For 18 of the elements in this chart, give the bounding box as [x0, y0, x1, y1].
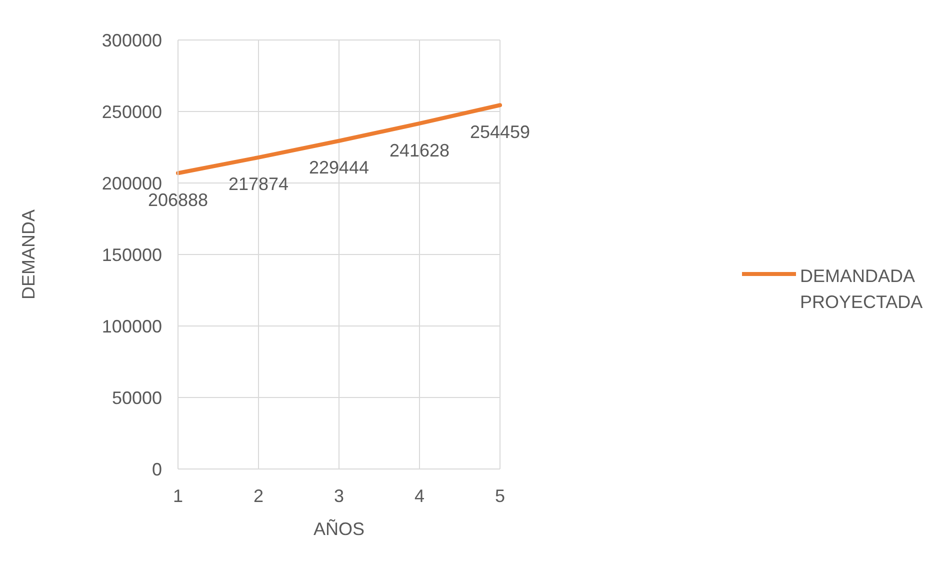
- x-tick-label: 2: [253, 486, 264, 506]
- data-label: 254459: [470, 122, 530, 142]
- data-label: 241628: [389, 140, 450, 160]
- y-tick-label: 0: [152, 459, 162, 480]
- y-tick-label: 100000: [102, 316, 162, 336]
- y-tick-label: 50000: [112, 388, 162, 408]
- x-tick-label: 1: [172, 486, 184, 506]
- x-tick-label: 3: [334, 486, 344, 506]
- legend-label: DEMANDADA PROYECTADA: [800, 264, 924, 314]
- x-tick-label: 4: [414, 486, 425, 506]
- y-tick-label: 300000: [102, 30, 162, 50]
- x-tick-label: 5: [494, 486, 506, 506]
- x-axis-title: AÑOS: [313, 519, 365, 539]
- data-label: 217874: [228, 174, 289, 194]
- y-axis-title: DEMANDA: [18, 209, 38, 300]
- y-tick-label: 250000: [102, 102, 162, 122]
- y-tick-label: 150000: [102, 244, 162, 265]
- data-label: 229444: [308, 158, 370, 178]
